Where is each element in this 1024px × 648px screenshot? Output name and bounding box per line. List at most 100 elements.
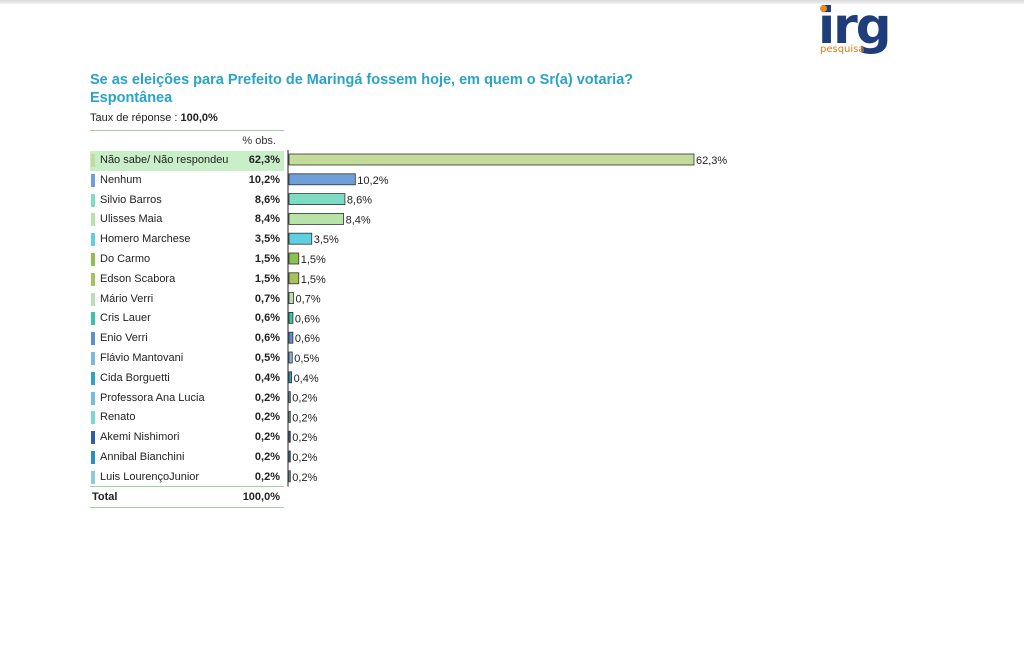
row-color-swatch: [91, 292, 95, 306]
row-value: 0,2%: [254, 411, 280, 424]
row-label: Silvio Barros: [100, 193, 162, 206]
row-color-swatch: [91, 173, 95, 187]
row-color-swatch: [91, 213, 95, 227]
row-color-swatch: [91, 332, 95, 346]
row-label: Edson Scabora: [100, 272, 176, 285]
row-value: 0,5%: [254, 352, 280, 364]
bar: [288, 450, 291, 463]
row-value: 0,2%: [254, 451, 280, 463]
row-label: Nenhum: [100, 173, 142, 186]
irg-logo: irg pesquisa: [814, 0, 924, 62]
row-label: Cida Borguetti: [100, 371, 170, 384]
bar-value-label: 0,7%: [296, 294, 321, 306]
row-label: Renato: [100, 411, 136, 424]
response-rate: Taux de réponse : 100,0%: [90, 112, 218, 124]
row-color-swatch: [91, 233, 95, 247]
bar-value-label: 0,6%: [295, 333, 320, 345]
bar-value-label: 0,2%: [292, 412, 317, 424]
bar: [288, 292, 294, 305]
row-value: 0,2%: [254, 431, 280, 444]
row-value: 10,2%: [248, 173, 280, 186]
bar-value-label: 0,6%: [295, 313, 320, 325]
table-row: Flávio Mantovani 0,5%: [90, 349, 284, 369]
row-label: Cris Lauer: [100, 312, 151, 325]
bar-value-label: 0,2%: [292, 452, 317, 464]
bar-value-label: 0,2%: [292, 472, 317, 484]
bar: [288, 371, 293, 384]
bar: [288, 331, 294, 344]
row-label: Mário Verri: [100, 292, 154, 305]
table-row: Cris Lauer 0,6%: [90, 309, 284, 329]
table-row: Akemi Nishimori 0,2%: [90, 428, 284, 448]
table-row: Luis LourençoJunior 0,2%: [90, 468, 284, 488]
bar: [288, 252, 300, 265]
table-row: Renato 0,2%: [90, 408, 284, 428]
table-row: Enio Verri 0,6%: [90, 329, 284, 349]
row-color-swatch: [91, 371, 95, 385]
table-row: Nenhum 10,2%: [90, 171, 284, 191]
row-label: Ulisses Maia: [100, 213, 163, 226]
logo-subtitle: pesquisa: [820, 44, 865, 55]
total-label: Total: [92, 491, 118, 503]
bar-value-label: 0,2%: [292, 432, 317, 444]
bar-value-label: 0,4%: [294, 373, 319, 385]
bar-value-label: 8,4%: [346, 214, 371, 226]
row-label: Homero Marchese: [100, 233, 191, 246]
row-label: Do Carmo: [100, 253, 151, 265]
row-value: 0,6%: [254, 312, 280, 325]
table-row: Edson Scabora 1,5%: [90, 270, 284, 290]
bar-value-label: 3,5%: [314, 234, 339, 246]
response-rate-value: 100,0%: [180, 112, 218, 124]
row-value: 8,4%: [254, 213, 280, 226]
table-row: Mário Verri 0,7%: [90, 290, 284, 310]
bar-chart: 62,3% 10,2% 8,6% 8,4% 3,5% 1,5% 1,5% 0,7% 0,6% 0,…: [287, 150, 727, 487]
chart-title: Se as eleições para Prefeito de Maringá …: [90, 71, 633, 107]
table-row: Do Carmo 1,5%: [90, 250, 284, 270]
row-label: Enio Verri: [100, 332, 148, 345]
bar: [288, 311, 294, 324]
bar: [288, 430, 291, 443]
row-label: Akemi Nishimori: [100, 431, 180, 444]
bar: [288, 232, 313, 245]
table-row: Não sabe/ Não respondeu 62,3%: [90, 151, 284, 171]
row-color-swatch: [91, 352, 95, 365]
row-color-swatch: [91, 431, 95, 445]
row-color-swatch: [91, 312, 95, 326]
row-color-swatch: [91, 451, 95, 464]
row-label: Professora Ana Lucia: [100, 391, 205, 404]
row-value: 0,6%: [254, 332, 280, 345]
row-value: 0,2%: [254, 470, 280, 483]
bar-value-label: 1,5%: [301, 274, 326, 286]
row-value: 3,5%: [254, 233, 280, 246]
row-color-swatch: [91, 253, 95, 266]
column-header-obs: % obs.: [242, 135, 276, 147]
logo-dot: [820, 5, 827, 12]
bar-value-label: 62,3%: [696, 155, 727, 167]
row-value: 8,6%: [254, 193, 280, 206]
row-label: Flávio Mantovani: [100, 352, 184, 364]
bar-value-label: 0,5%: [294, 353, 319, 365]
bar: [288, 213, 345, 225]
total-value: 100,0%: [242, 491, 280, 503]
bar: [288, 351, 293, 364]
row-value: 0,2%: [254, 391, 280, 404]
row-color-swatch: [91, 193, 95, 207]
bar-value-label: 10,2%: [357, 175, 388, 187]
bar: [288, 391, 291, 404]
row-value: 1,5%: [254, 253, 280, 265]
row-label: Não sabe/ Não respondeu: [100, 154, 229, 166]
bar-value-label: 1,5%: [301, 254, 326, 266]
bar: [288, 470, 291, 483]
row-label: Luis LourençoJunior: [100, 470, 200, 483]
bar: [288, 173, 356, 186]
table-header: % obs.: [90, 130, 284, 152]
bar-value-label: 0,2%: [292, 393, 317, 405]
row-color-swatch: [91, 391, 95, 405]
row-value: 0,7%: [254, 292, 280, 305]
bar: [288, 193, 346, 205]
table-row: Cida Borguetti 0,4%: [90, 369, 284, 389]
bar: [288, 153, 695, 166]
row-label: Annibal Bianchini: [100, 451, 185, 463]
row-color-swatch: [91, 154, 95, 167]
row-value: 62,3%: [248, 154, 280, 166]
